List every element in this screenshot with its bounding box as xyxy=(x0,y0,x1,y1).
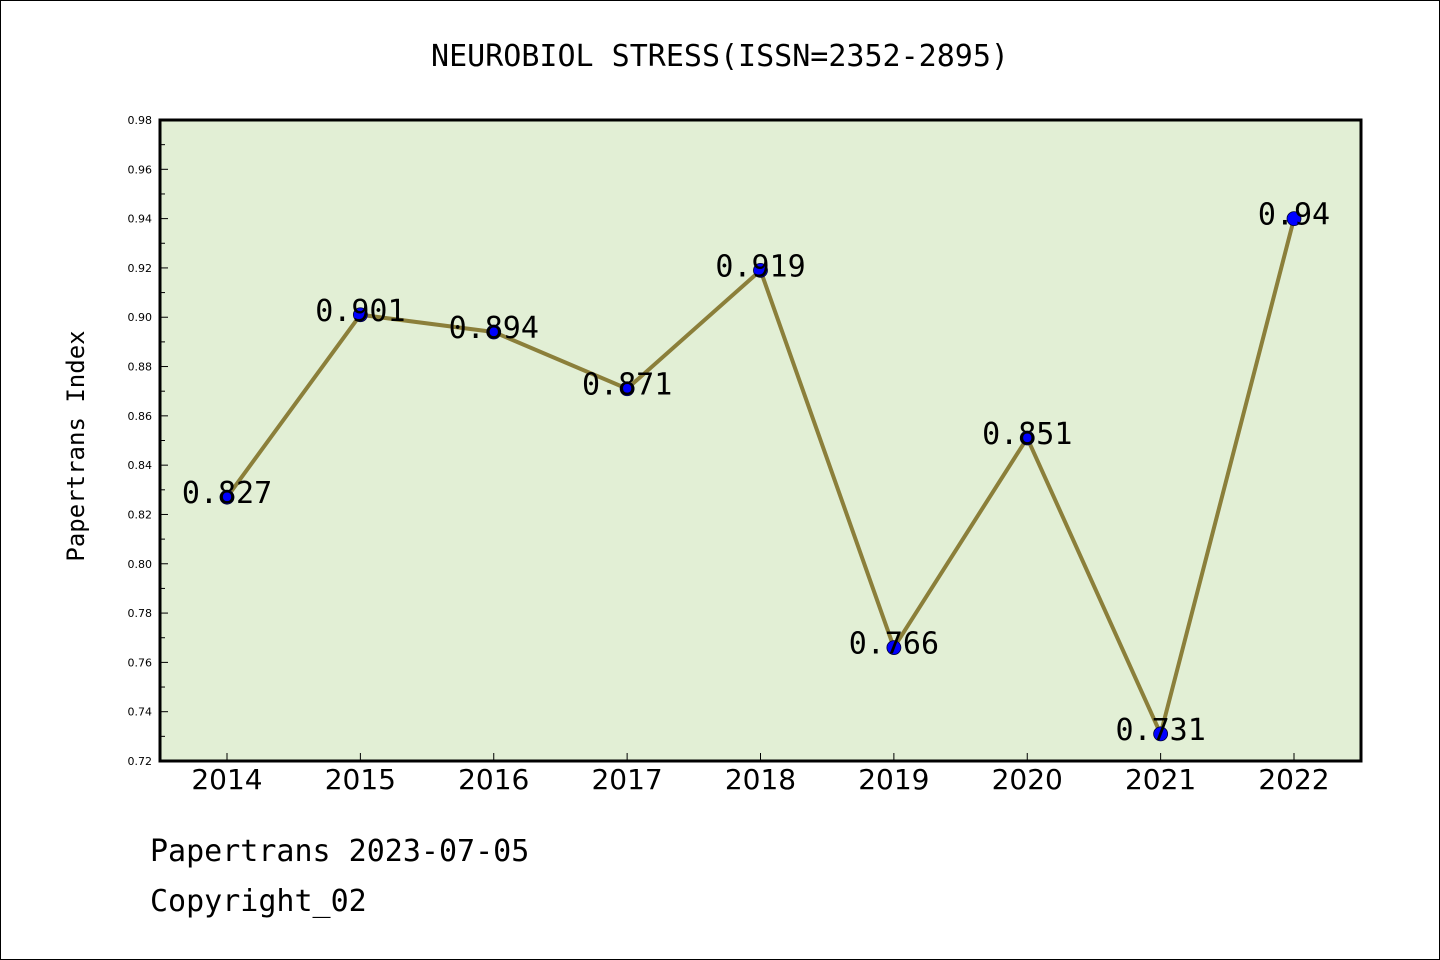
y-tick-label: 0.92 xyxy=(128,262,153,275)
x-tick-label: 2014 xyxy=(191,763,262,796)
data-point xyxy=(1286,211,1302,227)
data-point xyxy=(619,381,635,397)
y-tick-label: 0.82 xyxy=(128,508,153,521)
data-label: 0.731 xyxy=(1115,713,1205,748)
x-tick-label: 2015 xyxy=(325,763,396,796)
y-tick-label: 0.96 xyxy=(128,163,153,176)
y-tick-label: 0.72 xyxy=(128,755,153,768)
x-tick-label: 2017 xyxy=(591,763,662,796)
x-tick-label: 2020 xyxy=(992,763,1063,796)
data-label: 0.894 xyxy=(449,311,539,346)
footer-copyright: Copyright_02 xyxy=(150,884,367,919)
data-label: 0.827 xyxy=(182,476,272,511)
data-point xyxy=(1019,430,1035,446)
x-tick-label: 2022 xyxy=(1258,763,1329,796)
data-label: 0.851 xyxy=(982,417,1072,452)
chart-title: NEUROBIOL STRESS(ISSN=2352-2895) xyxy=(431,39,1009,74)
data-point xyxy=(886,640,902,655)
data-point xyxy=(486,324,502,340)
y-tick-label: 0.80 xyxy=(128,558,153,571)
x-tick-label: 2021 xyxy=(1125,763,1196,796)
y-tick-label: 0.88 xyxy=(128,361,153,374)
data-point xyxy=(219,489,235,505)
y-tick-label: 0.78 xyxy=(128,607,153,620)
data-label: 0.94 xyxy=(1258,198,1330,233)
data-point xyxy=(1153,726,1169,742)
data-label: 0.871 xyxy=(582,368,672,403)
data-labels: 0.827 0.901 0.894 0.871 0.919 0.766 0.851 0.731… xyxy=(182,198,1330,748)
plot-border xyxy=(158,118,1363,763)
data-point xyxy=(352,307,368,323)
data-label: 0.901 xyxy=(315,294,405,329)
y-axis-label: Papertrans Index xyxy=(62,330,90,561)
data-point xyxy=(753,262,768,278)
x-tick-label: 2016 xyxy=(458,763,529,796)
footer-date: Papertrans 2023-07-05 xyxy=(150,834,530,869)
y-tick-label: 0.98 xyxy=(128,114,153,127)
y-tick-label: 0.76 xyxy=(128,656,153,669)
x-axis: 2014 2015 2016 2017 2018 2019 2020 2021 2022 xyxy=(191,753,1330,796)
series-papertrans-index xyxy=(219,211,1302,742)
y-tick-label: 0.74 xyxy=(128,706,153,719)
data-label: 0.766 xyxy=(849,627,939,662)
y-tick-label: 0.86 xyxy=(128,410,153,423)
y-tick-label: 0.90 xyxy=(128,311,153,324)
y-tick-label: 0.84 xyxy=(128,459,153,472)
plot-area xyxy=(160,120,1361,761)
y-tick-label: 0.94 xyxy=(128,213,153,226)
data-label: 0.919 xyxy=(715,249,805,284)
x-tick-label: 2019 xyxy=(858,763,929,796)
x-tick-label: 2018 xyxy=(725,763,796,796)
